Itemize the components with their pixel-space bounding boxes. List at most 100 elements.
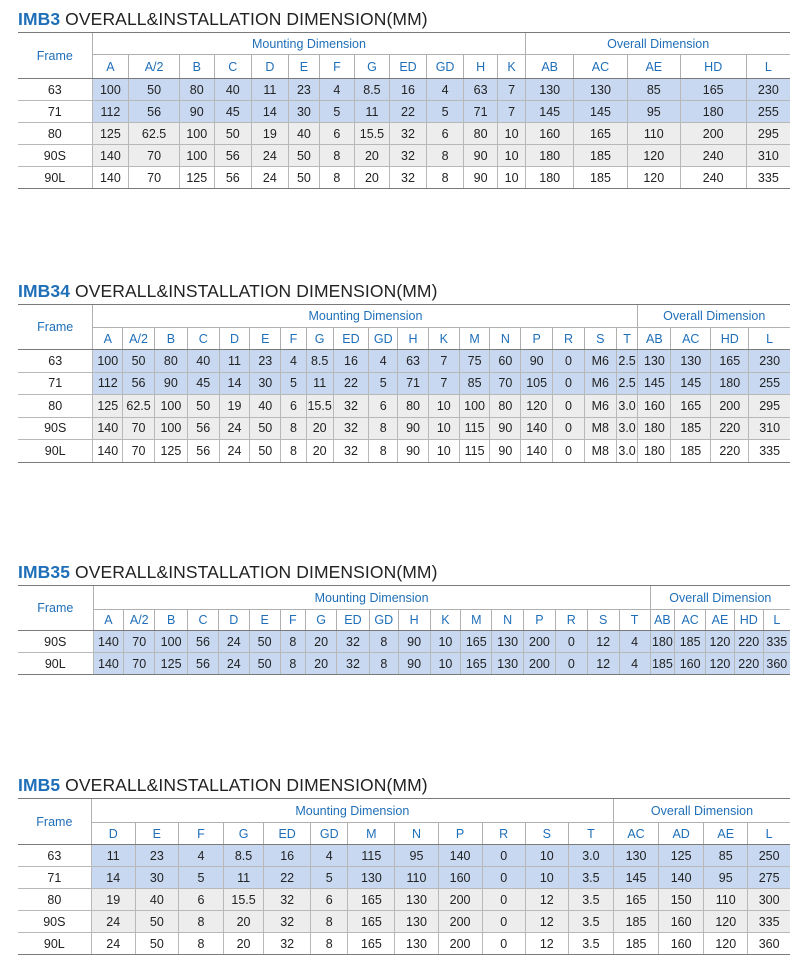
- imb5-section: IMB5 OVERALL&INSTALLATION DIMENSION(MM) …: [18, 772, 790, 955]
- column-header: A/2: [123, 609, 155, 631]
- value-cell: 5: [368, 372, 398, 395]
- column-header: GD: [310, 822, 348, 845]
- column-header: C: [186, 327, 220, 350]
- value-cell: 8: [368, 417, 398, 440]
- value-cell: 32: [332, 417, 369, 440]
- value-cell: 145: [525, 100, 574, 123]
- value-cell: 8: [279, 652, 306, 675]
- value-cell: 240: [679, 144, 747, 167]
- column-header: L: [762, 609, 790, 631]
- value-cell: 100: [153, 394, 188, 418]
- frame-cell: 90L: [18, 166, 93, 189]
- value-cell: 250: [747, 844, 790, 867]
- column-header: L: [745, 54, 790, 79]
- value-cell: 185: [649, 652, 675, 675]
- column-header: A/2: [128, 54, 180, 79]
- table-row: 63 100 50 80 40 11 23 4 8.5 16 4 63 7 75 60 90 0 M6 2.5 130…: [18, 349, 790, 373]
- value-cell: 3.5: [567, 866, 614, 889]
- mounting-dimension-header: Mounting Dimension: [92, 304, 638, 328]
- column-header: AC: [573, 54, 628, 79]
- value-cell: 140: [92, 417, 123, 440]
- value-cell: 180: [637, 417, 671, 440]
- value-cell: 185: [612, 910, 659, 933]
- section-code: IMB35: [18, 562, 71, 582]
- column-header: G: [353, 54, 390, 79]
- value-cell: 32: [336, 652, 370, 675]
- value-cell: 63: [397, 349, 429, 373]
- value-cell: 32: [389, 166, 427, 189]
- table-row: 80 125 62.5 100 50 19 40 6 15.5 32 6 80 10 100 80 120 0 M…: [18, 394, 790, 418]
- value-cell: 56: [186, 439, 220, 463]
- value-cell: 100: [91, 78, 129, 101]
- value-cell: 130: [491, 652, 524, 675]
- value-cell: 165: [573, 122, 628, 145]
- value-cell: 6: [368, 394, 398, 418]
- section-title-text: OVERALL&INSTALLATION DIMENSION(MM): [70, 281, 438, 301]
- value-cell: 4: [425, 78, 464, 101]
- column-header: S: [586, 609, 620, 631]
- value-cell: 185: [573, 166, 628, 189]
- value-cell: 130: [670, 349, 711, 373]
- value-cell: 185: [670, 439, 711, 463]
- value-cell: 70: [123, 630, 155, 653]
- value-cell: 10: [427, 417, 460, 440]
- value-cell: 10: [524, 866, 569, 889]
- column-header: D: [90, 822, 136, 845]
- value-cell: 4: [618, 652, 651, 675]
- value-cell: 80: [397, 394, 429, 418]
- frame-cell: 63: [18, 844, 92, 867]
- value-cell: 11: [218, 349, 250, 373]
- value-cell: 20: [353, 144, 390, 167]
- value-cell: 24: [90, 932, 136, 955]
- value-cell: 0: [481, 910, 526, 933]
- table-row: 90L 24 50 8 20 32 8 165 130 200 0 12 3.5 185 160 120 360: [18, 932, 790, 955]
- value-cell: 180: [649, 630, 675, 653]
- value-cell: 24: [218, 439, 250, 463]
- value-cell: 3.0: [615, 417, 638, 440]
- value-cell: 0: [552, 439, 585, 463]
- value-cell: 140: [520, 417, 553, 440]
- value-cell: 56: [187, 630, 219, 653]
- value-cell: 70: [123, 652, 155, 675]
- table-row: 63 100 50 80 40 11 23 4 8.5 16 4 63 7 130 130 85 165 230: [18, 78, 790, 101]
- overall-dimension-header: Overall Dimension: [612, 798, 790, 823]
- column-header: HD: [679, 54, 747, 79]
- value-cell: 0: [554, 630, 588, 653]
- value-cell: 3.5: [567, 888, 614, 911]
- value-cell: 14: [90, 866, 136, 889]
- table-row: 71 14 30 5 11 22 5 130 110 160 0 10 3.5 145 140 95 275: [18, 866, 790, 889]
- value-cell: 8: [368, 630, 399, 653]
- column-header: K: [427, 327, 460, 350]
- value-cell: 5: [319, 100, 355, 123]
- value-cell: 160: [525, 122, 574, 145]
- value-cell: 220: [710, 439, 749, 463]
- value-cell: 6: [319, 122, 355, 145]
- value-cell: 4: [618, 630, 651, 653]
- value-cell: 8: [319, 144, 355, 167]
- value-cell: 85: [703, 844, 748, 867]
- column-header: AE: [703, 822, 748, 845]
- value-cell: 275: [747, 866, 790, 889]
- value-cell: 120: [705, 630, 735, 653]
- value-cell: 145: [573, 100, 628, 123]
- value-cell: 180: [679, 100, 747, 123]
- value-cell: 8.5: [305, 349, 333, 373]
- value-cell: 90: [397, 652, 431, 675]
- table-row: 90S 140 70 100 56 24 50 8 20 32 8 90 10 115 90 140 0 M8 3.…: [18, 417, 790, 440]
- column-header: E: [134, 822, 179, 845]
- value-cell: 90: [397, 439, 429, 463]
- value-cell: 130: [394, 932, 439, 955]
- value-cell: 22: [332, 372, 369, 395]
- value-cell: 0: [481, 866, 526, 889]
- value-cell: 165: [347, 888, 395, 911]
- value-cell: 90: [153, 372, 188, 395]
- imb35-dimension-table: Frame Mounting Dimension Overall Dimension…: [18, 585, 790, 675]
- value-cell: 0: [554, 652, 588, 675]
- value-cell: 105: [520, 372, 553, 395]
- value-cell: 165: [710, 349, 749, 373]
- column-header: D: [218, 327, 250, 350]
- value-cell: 100: [92, 349, 123, 373]
- value-cell: 5: [425, 100, 464, 123]
- column-header: AD: [658, 822, 704, 845]
- value-cell: 70: [489, 372, 521, 395]
